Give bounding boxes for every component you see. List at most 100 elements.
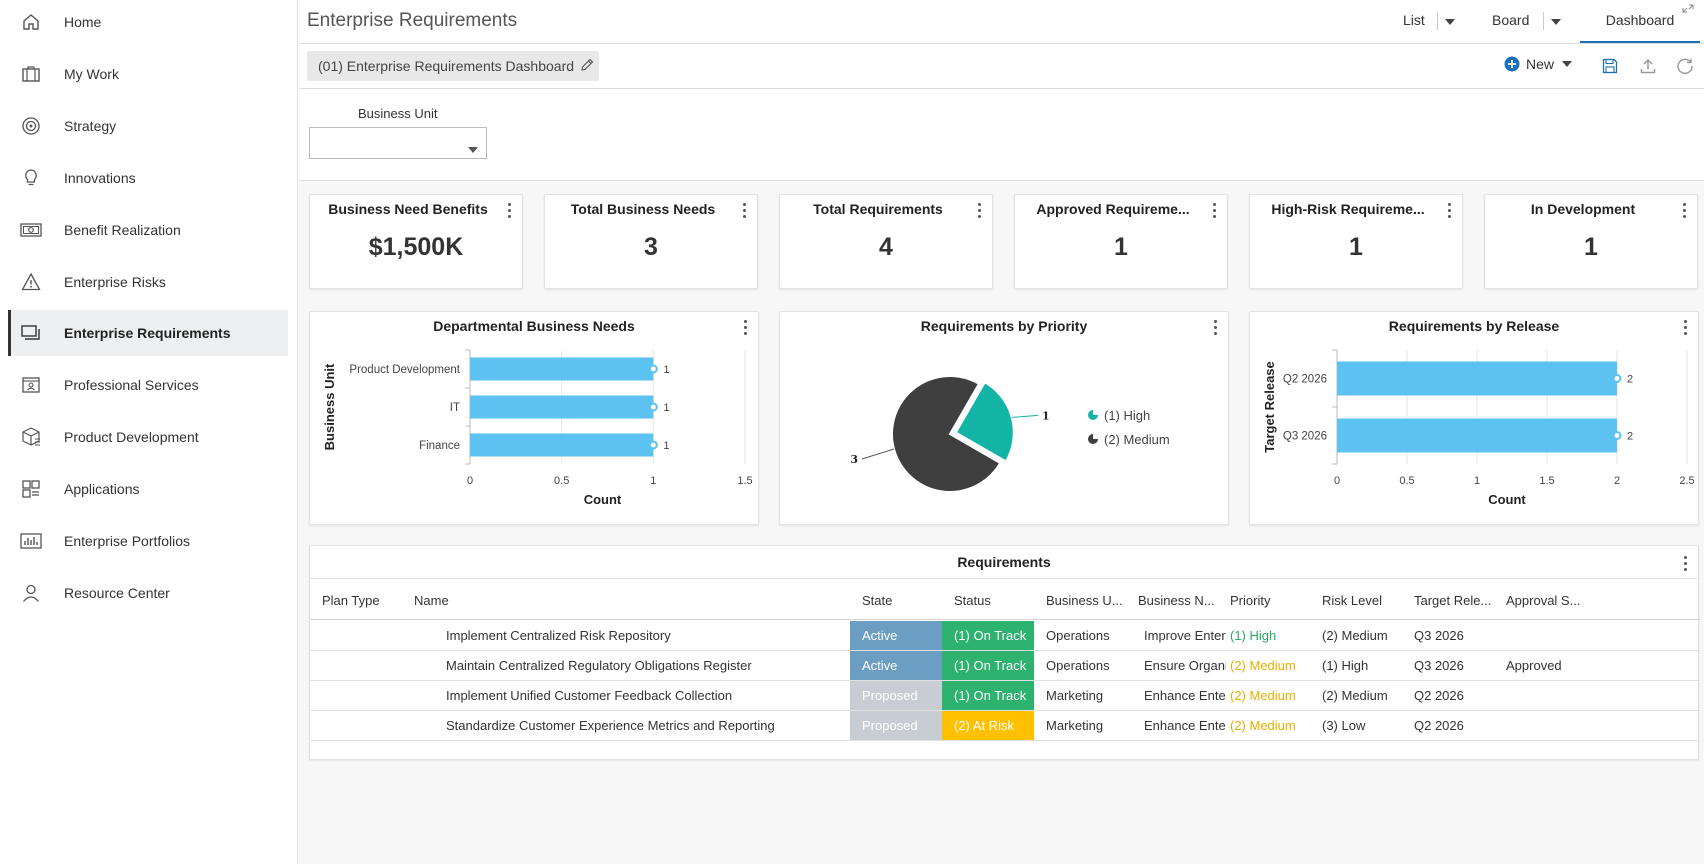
table-row[interactable]: Standardize Customer Experience Metrics …: [310, 711, 1700, 741]
kpi-card-in-development[interactable]: In Development 1: [1484, 194, 1698, 289]
kpi-value: 1: [1114, 233, 1128, 261]
column-header[interactable]: Name: [414, 593, 449, 608]
cell-plan-type: [322, 681, 412, 710]
sidebar-item-strategy[interactable]: Strategy: [8, 103, 288, 149]
sidebar-item-enterprise-requirements[interactable]: Enterprise Requirements: [8, 310, 288, 356]
legend-marker-notch: [1093, 434, 1098, 439]
bar: [1337, 418, 1617, 453]
list-dropdown-caret[interactable]: [1437, 12, 1461, 30]
tab-board[interactable]: Board: [1492, 12, 1530, 28]
data-label: 2: [1627, 431, 1633, 443]
tab-dashboard[interactable]: Dashboard: [1580, 0, 1700, 43]
column-header[interactable]: Risk Level: [1322, 593, 1382, 608]
cell-business-need: Enhance Enter: [1144, 688, 1226, 703]
column-header[interactable]: Business N...: [1138, 593, 1215, 608]
sidebar-item-enterprise-portfolios[interactable]: Enterprise Portfolios: [8, 518, 288, 564]
upload-icon[interactable]: [1638, 56, 1658, 76]
home-icon: [20, 11, 42, 33]
save-icon[interactable]: [1600, 56, 1620, 76]
more-options-icon[interactable]: [1212, 320, 1218, 336]
pie-slice: [954, 380, 1015, 463]
cell-name[interactable]: Implement Unified Customer Feedback Coll…: [446, 688, 733, 703]
kpi-card-approved-requirements[interactable]: Approved Requireme... 1: [1014, 194, 1228, 289]
cell-risk: (2) Medium: [1322, 688, 1388, 703]
more-options-icon[interactable]: [1681, 203, 1687, 219]
column-header[interactable]: Status: [954, 593, 991, 608]
x-tick-label: 0.5: [1399, 475, 1414, 487]
sidebar-item-my-work[interactable]: My Work: [8, 51, 288, 97]
bar-chart-icon: [20, 530, 42, 552]
x-tick-label: 0: [1334, 475, 1340, 487]
cell-approval: [1506, 711, 1596, 740]
bar: [470, 433, 654, 457]
cell-name[interactable]: Standardize Customer Experience Metrics …: [446, 718, 775, 733]
data-label: 1: [663, 402, 669, 414]
sidebar-item-professional-services[interactable]: Professional Services: [8, 362, 288, 408]
tab-list[interactable]: List: [1403, 12, 1425, 28]
data-label: 1: [663, 364, 669, 376]
more-options-icon[interactable]: [976, 203, 982, 219]
pencil-icon[interactable]: [580, 58, 594, 75]
sidebar-item-label: Innovations: [64, 170, 136, 186]
more-options-icon[interactable]: [1682, 556, 1688, 572]
x-tick-label: 1: [1474, 475, 1480, 487]
x-tick-label: 0.5: [554, 475, 569, 487]
sidebar-item-product-development[interactable]: Product Development: [8, 414, 288, 460]
sidebar-item-innovations[interactable]: Innovations: [8, 155, 288, 201]
table-row[interactable]: Maintain Centralized Regulatory Obligati…: [310, 651, 1700, 681]
chevron-down-icon: [1444, 12, 1455, 30]
more-options-icon[interactable]: [1446, 203, 1452, 219]
cell-name[interactable]: Implement Centralized Risk Repository: [446, 628, 671, 643]
column-header[interactable]: Target Rele...: [1414, 593, 1492, 608]
table-row[interactable]: Implement Centralized Risk Repository Act…: [310, 621, 1700, 651]
kpi-title: High-Risk Requireme...: [1271, 201, 1425, 217]
expand-icon[interactable]: [1682, 0, 1694, 18]
sidebar-item-label: Strategy: [64, 118, 117, 134]
sidebar-item-label: Enterprise Portfolios: [64, 533, 191, 549]
bar-end-marker: [1612, 374, 1622, 383]
kpi-title: Total Business Needs: [570, 201, 716, 217]
dashboard-selector[interactable]: (01) Enterprise Requirements Dashboard: [307, 51, 599, 81]
sidebar-item-benefit-realization[interactable]: Benefit Realization: [8, 207, 288, 253]
board-dropdown-caret[interactable]: [1543, 12, 1567, 30]
more-options-icon[interactable]: [1211, 203, 1217, 219]
cell-status: (1) On Track: [942, 681, 1034, 710]
new-button[interactable]: New: [1504, 56, 1573, 72]
sidebar-item-enterprise-risks[interactable]: Enterprise Risks: [8, 259, 288, 305]
dashboard-toolbar: (01) Enterprise Requirements Dashboard N…: [299, 44, 1704, 89]
column-header[interactable]: Priority: [1230, 593, 1271, 608]
sidebar-item-label: Enterprise Requirements: [64, 325, 231, 341]
cell-name[interactable]: Maintain Centralized Regulatory Obligati…: [446, 658, 752, 673]
requirements-by-priority-chart: 1 3 (1) High (2) Medium: [850, 375, 1170, 493]
y-axis-title: Target Release: [1262, 361, 1277, 453]
y-tick-label: Q2 2026: [1283, 374, 1327, 386]
column-header[interactable]: Plan Type: [322, 593, 380, 608]
more-options-icon[interactable]: [742, 320, 748, 336]
sidebar-item-applications[interactable]: Applications: [8, 466, 288, 512]
column-header[interactable]: Approval S...: [1506, 593, 1581, 608]
kpi-card-total-business-needs[interactable]: Total Business Needs 3: [544, 194, 758, 289]
more-options-icon[interactable]: [741, 203, 747, 219]
kpi-card-total-requirements[interactable]: Total Requirements 4: [779, 194, 993, 289]
kpi-card-business-need-benefits[interactable]: Business Need Benefits $1,500K: [309, 194, 523, 289]
cell-status: (1) On Track: [942, 621, 1034, 650]
kpi-card-high-risk-requirements[interactable]: High-Risk Requireme... 1: [1249, 194, 1463, 289]
briefcase-icon: [20, 63, 42, 85]
table-row[interactable]: Implement Unified Customer Feedback Coll…: [310, 681, 1700, 711]
sidebar-item-label: Benefit Realization: [64, 222, 181, 238]
more-options-icon[interactable]: [506, 203, 512, 219]
legend-label: (1) High: [1104, 408, 1150, 423]
column-header[interactable]: State: [862, 593, 893, 608]
business-unit-filter-select[interactable]: [309, 127, 487, 159]
cell-plan-type: [322, 711, 412, 740]
kpi-value: 1: [1584, 233, 1598, 261]
column-header[interactable]: Business U...: [1046, 593, 1123, 608]
refresh-icon[interactable]: [1675, 56, 1695, 76]
cell-target: Q2 2026: [1414, 718, 1464, 733]
cell-business-unit: Operations: [1046, 658, 1110, 673]
more-options-icon[interactable]: [1682, 320, 1688, 336]
sidebar-item-resource-center[interactable]: Resource Center: [8, 570, 288, 616]
sidebar-item-home[interactable]: Home: [8, 0, 288, 45]
kpi-value: $1,500K: [368, 233, 464, 261]
cell-risk: (1) High: [1322, 658, 1369, 673]
